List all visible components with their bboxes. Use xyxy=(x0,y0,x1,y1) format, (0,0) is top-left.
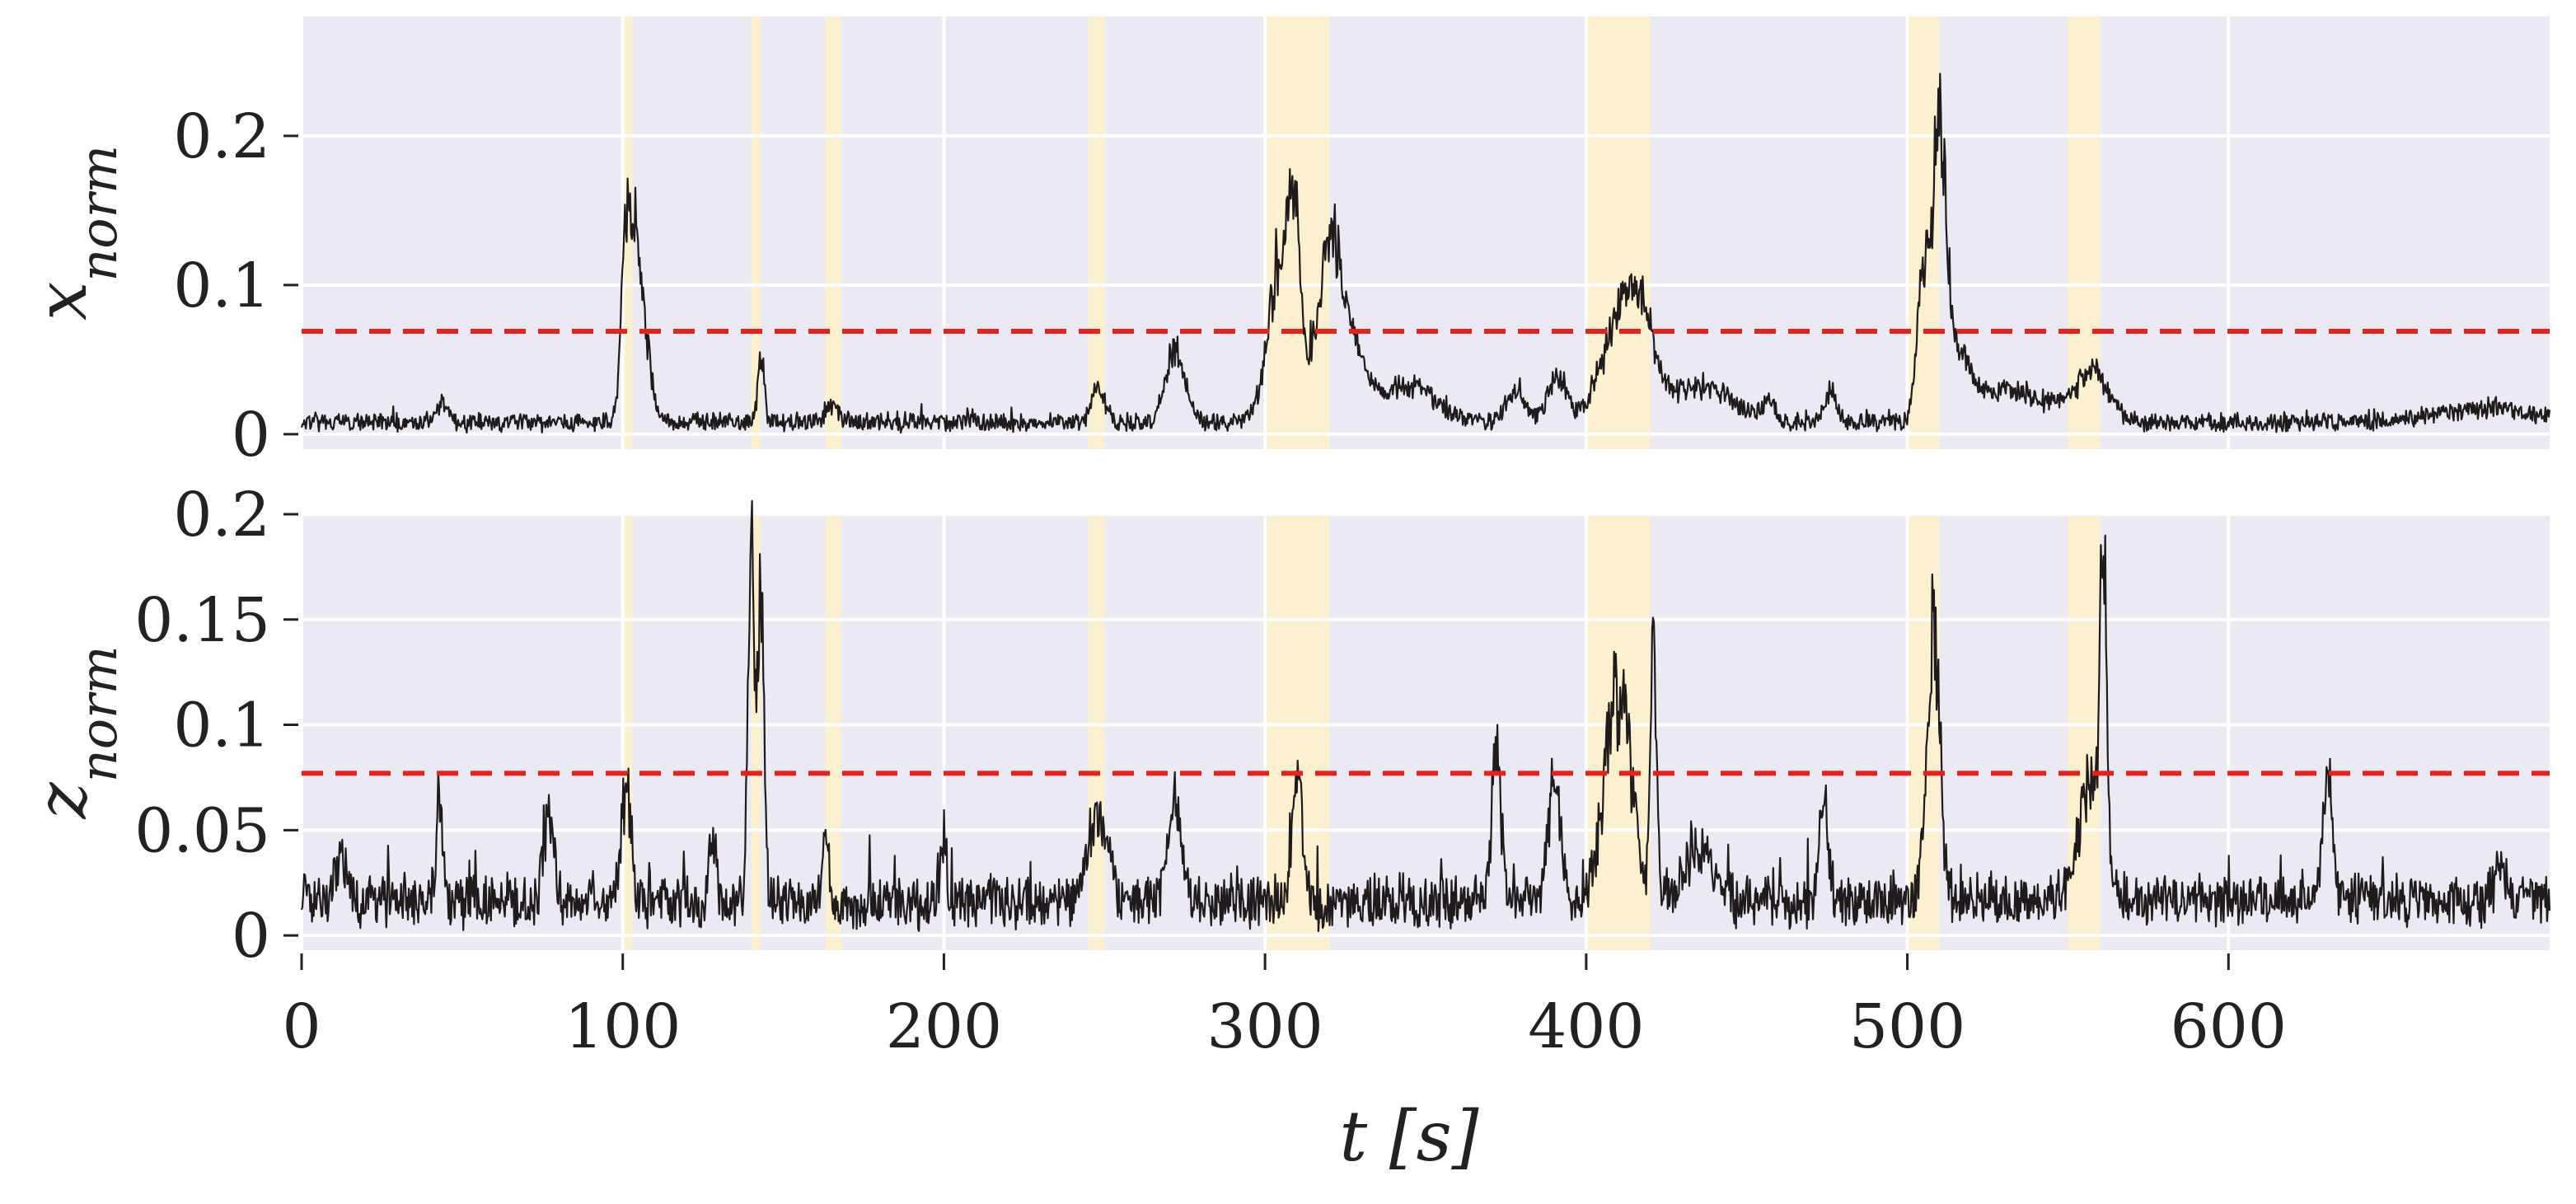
x-axis-label: t [s] xyxy=(1339,1096,1478,1177)
event-interval-6 xyxy=(1907,16,1940,449)
event-interval-6 xyxy=(1907,514,1940,950)
y-tick-label: 0.1 xyxy=(173,251,270,321)
plot-background xyxy=(302,16,2550,449)
y-tick-label: 0.2 xyxy=(173,480,270,550)
event-interval-2 xyxy=(825,16,841,449)
y-tick-label: 0.1 xyxy=(173,691,270,761)
event-interval-1 xyxy=(751,16,761,449)
event-interval-4 xyxy=(1265,16,1330,449)
signal-trace xyxy=(300,499,2551,933)
event-interval-0 xyxy=(622,514,633,950)
y-axis-label-base: z xyxy=(21,781,102,819)
x-tick-label: 600 xyxy=(2171,991,2287,1062)
event-interval-5 xyxy=(1585,16,1651,449)
z-norm-panel: 0 0.05 0.1 0.15 0.2 znorm xyxy=(21,480,2551,972)
x-tick-label: 0 xyxy=(282,991,321,1062)
y-tick-label: 0.2 xyxy=(173,101,270,172)
event-interval-7 xyxy=(2068,514,2101,950)
y-tick-label: 0 xyxy=(232,901,270,972)
event-interval-2 xyxy=(825,514,841,950)
y-axis-label-subscript: norm xyxy=(68,145,129,282)
event-interval-1 xyxy=(751,514,761,950)
x-tick-label: 400 xyxy=(1528,991,1644,1062)
x-tick-label: 300 xyxy=(1207,991,1323,1062)
x-tick-label: 500 xyxy=(1849,991,1965,1062)
x-tick-label: 100 xyxy=(564,991,681,1062)
y-axis-label-base: x xyxy=(21,282,102,321)
y-tick-label: 0 xyxy=(232,400,270,471)
y-axis-label: znorm xyxy=(21,646,129,820)
event-interval-3 xyxy=(1088,514,1105,950)
x-norm-panel: 0 0.1 0.2 xnorm xyxy=(21,16,2551,471)
signal-trace xyxy=(300,73,2551,434)
x-tick-label: 200 xyxy=(886,991,1002,1062)
y-axis-label-subscript: norm xyxy=(68,646,129,783)
y-axis-label: xnorm xyxy=(21,145,129,321)
y-tick-label: 0.05 xyxy=(134,795,270,866)
event-interval-7 xyxy=(2068,16,2101,449)
x-axis: 0 100 200 300 400 500 600 xyxy=(282,953,2287,1062)
event-interval-3 xyxy=(1088,16,1105,449)
plot-background xyxy=(302,514,2550,950)
y-tick-label: 0.15 xyxy=(134,585,270,656)
